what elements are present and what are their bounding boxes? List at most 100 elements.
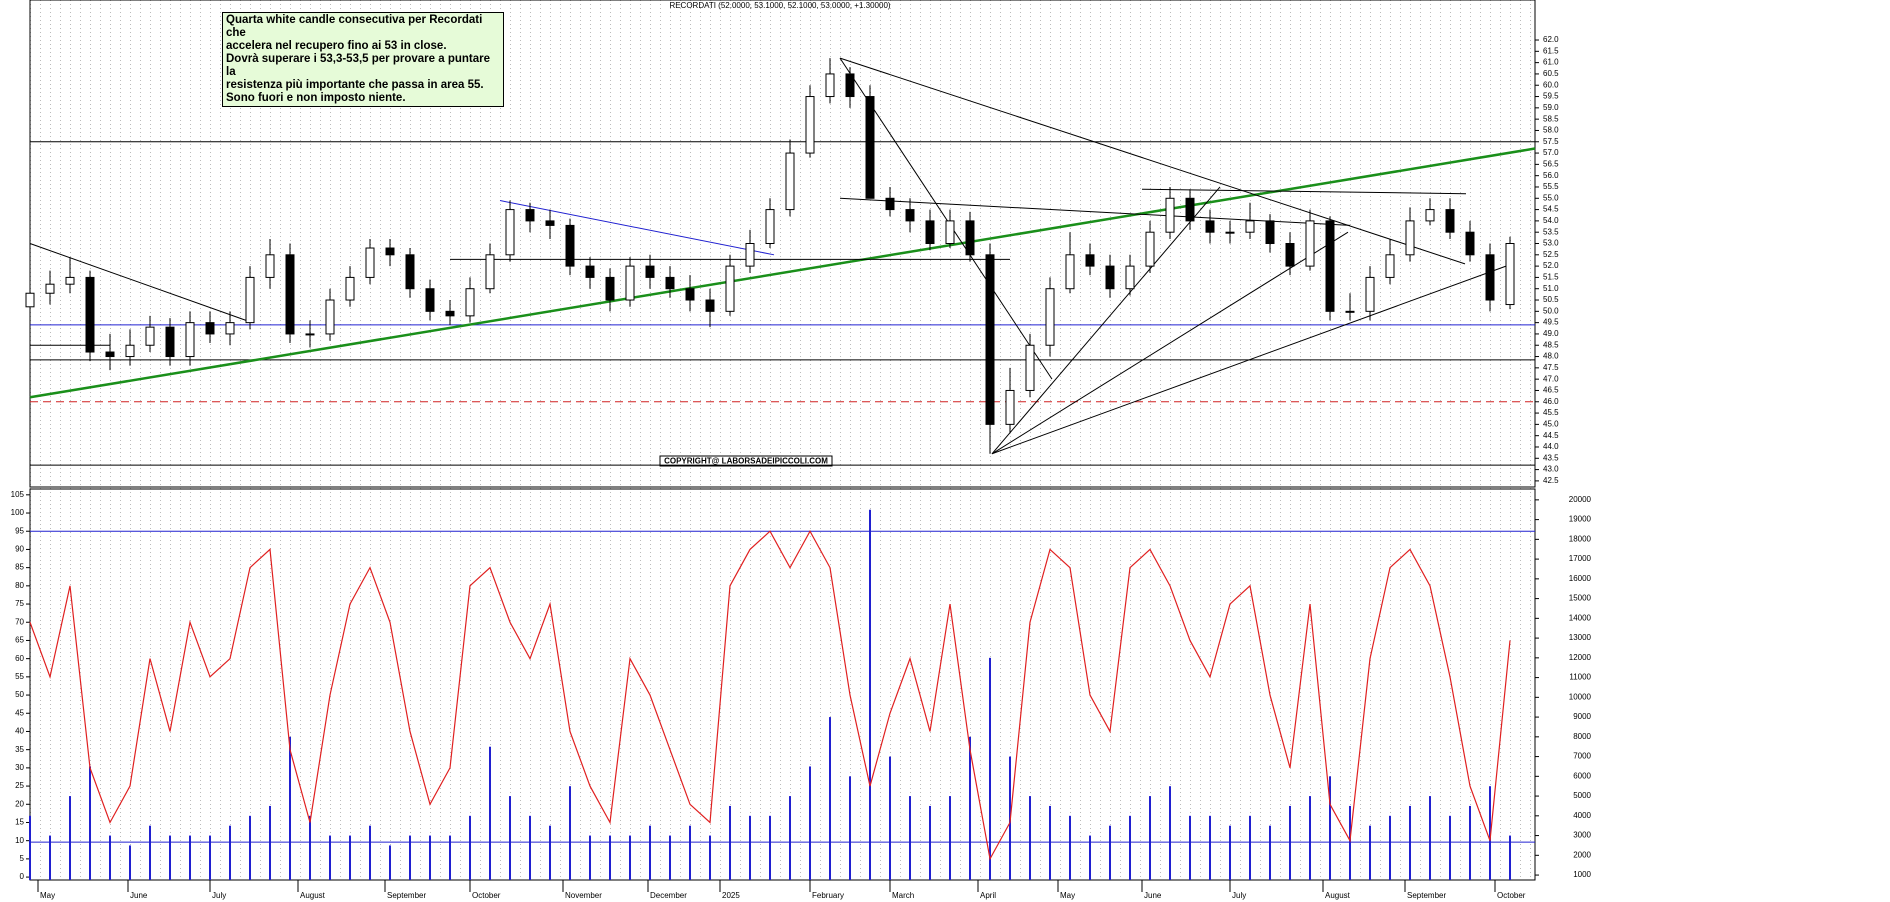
candle-body	[165, 326, 175, 358]
candle-body	[865, 96, 875, 199]
candle-body	[1185, 197, 1195, 222]
y-tick-label: 56.0	[1543, 171, 1559, 180]
volume-bar	[1409, 805, 1411, 880]
osc-tick-label: 0	[20, 872, 25, 881]
candle-body	[265, 254, 275, 278]
osc-tick-label: 100	[11, 508, 25, 517]
candle-body	[645, 265, 655, 278]
volume-tick-label: 5000	[1573, 791, 1591, 800]
x-tick-label: June	[1144, 891, 1162, 900]
y-tick-label: 55.5	[1543, 182, 1559, 191]
candle-body	[985, 254, 995, 425]
volume-bar	[369, 825, 371, 880]
candle-body	[1305, 220, 1315, 267]
indicator-panel	[29, 488, 1536, 881]
candle-body	[1005, 389, 1015, 425]
y-tick-label: 62.0	[1543, 35, 1559, 44]
y-tick-label: 57.0	[1543, 148, 1559, 157]
volume-bar	[689, 825, 691, 880]
osc-tick-label: 35	[15, 745, 24, 754]
x-tick-label: February	[812, 891, 844, 900]
y-tick-label: 51.0	[1543, 284, 1559, 293]
y-tick-label: 55.0	[1543, 193, 1559, 202]
volume-tick-label: 6000	[1573, 771, 1591, 780]
volume-bar	[149, 825, 151, 880]
trendline	[839, 197, 1351, 226]
y-tick-label: 49.5	[1543, 318, 1559, 327]
volume-bar	[289, 736, 291, 880]
osc-tick-label: 55	[15, 672, 24, 681]
candle-body	[1045, 288, 1055, 346]
volume-bar	[709, 835, 711, 880]
volume-bar	[989, 657, 991, 880]
volume-bar	[649, 825, 651, 880]
background-grid	[30, 0, 1535, 880]
volume-bar	[329, 835, 331, 880]
candle-body	[425, 288, 435, 312]
volume-bar	[249, 815, 251, 880]
candle-body	[1365, 276, 1375, 312]
volume-bar	[869, 509, 871, 880]
candle-body	[145, 326, 155, 346]
x-tick-label: July	[212, 891, 226, 900]
y-tick-label: 53.0	[1543, 239, 1559, 248]
candle-body	[405, 254, 415, 290]
x-tick-label: August	[1325, 891, 1351, 900]
osc-tick-label: 10	[15, 836, 24, 845]
candle-body	[1505, 243, 1515, 306]
candle-body	[1465, 231, 1475, 256]
trendline	[1141, 188, 1467, 195]
x-tick-label: September	[387, 891, 426, 900]
candle-body	[825, 73, 835, 98]
osc-tick-label: 40	[15, 727, 24, 736]
volume-bar	[69, 796, 71, 880]
candle-body	[1485, 254, 1495, 301]
volume-bar	[809, 766, 811, 880]
candle-body	[585, 265, 595, 278]
y-tick-label: 61.0	[1543, 58, 1559, 67]
volume-bar	[1169, 786, 1171, 880]
candle-body	[725, 265, 735, 312]
annotation: Quarta white candle consecutiva per Reco…	[222, 12, 504, 107]
volume-bar	[1329, 776, 1331, 880]
candle-body	[45, 283, 55, 294]
volume-bar	[389, 845, 391, 880]
candle-body	[85, 276, 95, 353]
y-tick-label: 54.0	[1543, 216, 1559, 225]
chart-title: RECORDATI (52.0000, 53.1000, 52.1000, 53…	[669, 1, 890, 10]
candle-body	[1445, 209, 1455, 233]
osc-tick-label: 15	[15, 818, 24, 827]
volume-bar	[109, 835, 111, 880]
trendline	[839, 57, 1466, 265]
volume-bar	[89, 766, 91, 880]
volume-bar	[749, 815, 751, 880]
candle-body	[1265, 220, 1275, 244]
y-tick-label: 49.0	[1543, 329, 1559, 338]
volume-bar	[49, 835, 51, 880]
y-tick-label: 52.0	[1543, 261, 1559, 270]
volume-bar	[449, 835, 451, 880]
volume-tick-label: 13000	[1569, 633, 1592, 642]
volume-bar	[1429, 796, 1431, 880]
y-tick-label: 51.5	[1543, 273, 1559, 282]
x-tick-label: March	[892, 891, 914, 900]
volume-tick-label: 17000	[1569, 554, 1592, 563]
volume-bar	[949, 796, 951, 880]
candle-body	[765, 209, 775, 244]
y-tick-label: 58.5	[1543, 114, 1559, 123]
osc-tick-label: 25	[15, 781, 24, 790]
candle-body	[1125, 265, 1135, 290]
volume-bar	[969, 736, 971, 880]
osc-tick-label: 105	[11, 490, 25, 499]
volume-bar	[1029, 796, 1031, 880]
volume-tick-label: 10000	[1569, 692, 1592, 701]
y-tick-label: 42.5	[1543, 476, 1559, 485]
x-tick-label: May	[40, 891, 55, 900]
volume-bar	[29, 815, 31, 880]
volume-bar	[769, 815, 771, 880]
volume-bar	[909, 796, 911, 880]
volume-bar	[1189, 815, 1191, 880]
candle-body	[185, 322, 195, 358]
